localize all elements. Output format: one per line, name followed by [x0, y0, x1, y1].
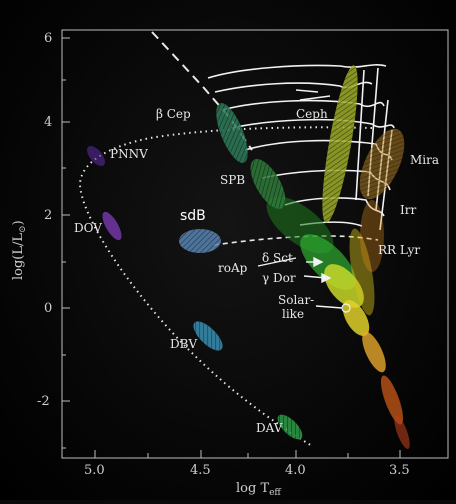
y-tick-6: 6	[44, 31, 52, 46]
label-dbv: DBV	[170, 337, 197, 351]
label-gamma-dor: γ Dor	[262, 271, 296, 285]
label-beta-cep: β Cep	[156, 107, 191, 121]
pnnv-region	[87, 146, 105, 166]
label-sdb: sdB	[180, 208, 206, 224]
sun-marker	[341, 303, 351, 313]
y-tick-0: 0	[44, 301, 52, 316]
x-tick-3-5: 3.5	[389, 463, 410, 478]
pointer-arrows	[257, 256, 343, 309]
label-rr-lyr: RR Lyr	[378, 243, 420, 257]
label-spb: SPB	[220, 173, 245, 187]
dov-region	[102, 211, 122, 241]
y-tick-4: 4	[44, 115, 52, 130]
y-tick-2: 2	[44, 208, 52, 223]
label-pnnv: PNNV	[110, 147, 148, 161]
label-solar-like-2: like	[282, 307, 304, 321]
plot-border	[61, 29, 449, 459]
label-roap: roAp	[218, 261, 248, 275]
y-tick-minus-2: -2	[37, 394, 50, 409]
label-mira: Mira	[410, 153, 439, 167]
label-dov: DOV	[74, 221, 102, 235]
label-solar-like-1: Solar-	[278, 293, 314, 307]
main-sequence	[266, 196, 410, 450]
upper-boundary-dashed	[151, 31, 253, 151]
x-axis-ticks	[94, 450, 401, 458]
label-dav: DAV	[256, 421, 283, 435]
y-axis-title: log(L/L⊙)	[11, 220, 28, 280]
label-delta-sct: δ Sct	[262, 251, 293, 265]
x-tick-4-5: 4.5	[190, 463, 211, 478]
x-tick-4-0: 4.0	[285, 463, 306, 478]
x-tick-5-0: 5.0	[84, 463, 105, 478]
label-irr: Irr	[400, 203, 416, 217]
x-axis-title: log Teff	[236, 481, 281, 498]
label-ceph: Ceph	[296, 107, 328, 121]
y-axis-ticks	[62, 37, 70, 449]
